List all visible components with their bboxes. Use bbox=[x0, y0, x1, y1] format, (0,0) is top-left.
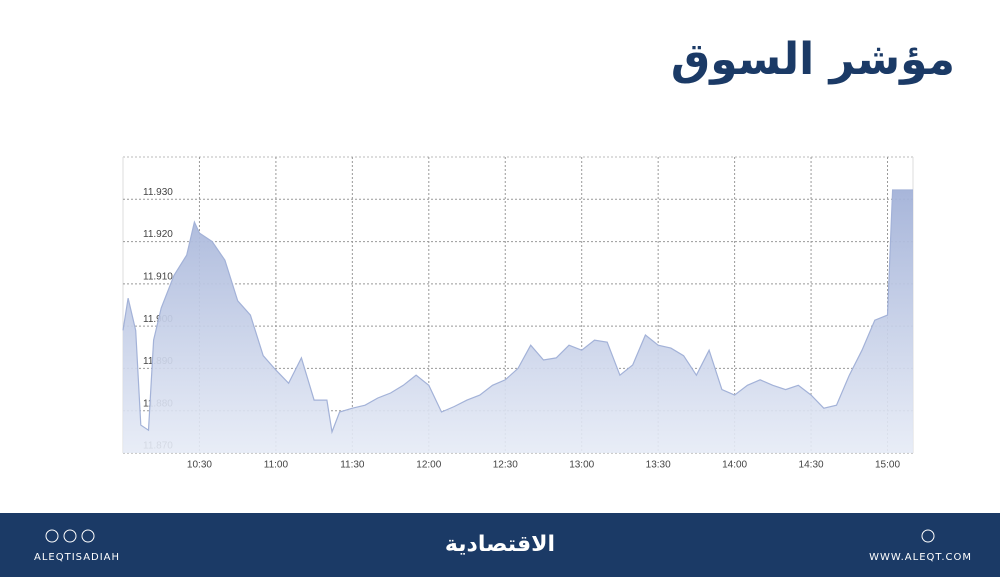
x-tick-label: 15:00 bbox=[875, 460, 900, 471]
x-tick-label: 14:30 bbox=[799, 460, 824, 471]
x-tick-label: 12:00 bbox=[416, 460, 441, 471]
y-tick-label: 11.910 bbox=[143, 271, 173, 282]
x-tick-label: 10:30 bbox=[187, 460, 212, 471]
x-tick-label: 14:00 bbox=[722, 460, 747, 471]
chart-title: مؤشر السوق bbox=[671, 34, 955, 85]
area bbox=[123, 190, 913, 453]
footer-brand: الاقتصادية bbox=[445, 532, 555, 557]
line bbox=[122, 189, 913, 435]
x-tick-label: 11:30 bbox=[340, 460, 365, 471]
y-tick-label: 11.930 bbox=[143, 187, 173, 198]
footer-handle: ALEQTISADIAH bbox=[34, 552, 120, 563]
social-icons bbox=[45, 529, 935, 543]
x-tick-label: 13:00 bbox=[569, 460, 594, 471]
x-tick-label: 12:30 bbox=[493, 460, 518, 471]
x-tick-label: 13:30 bbox=[646, 460, 671, 471]
y-tick-label: 11.920 bbox=[143, 229, 173, 240]
footer-bar bbox=[0, 513, 1000, 577]
x-tick-label: 11:00 bbox=[264, 460, 289, 471]
footer-website: WWW.ALEQT.COM bbox=[869, 552, 972, 563]
plot: 11.87011.88011.89011.90011.91011.92011.9… bbox=[122, 157, 913, 471]
